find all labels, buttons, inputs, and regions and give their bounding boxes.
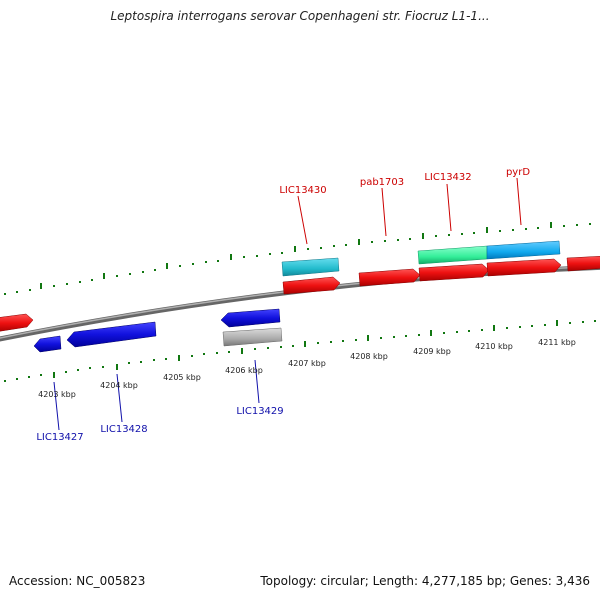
gene-label[interactable]: LIC13430 [279,185,326,196]
gene-arrow[interactable] [66,321,157,348]
gene-arrow[interactable] [358,268,421,287]
rna-feature[interactable] [417,245,488,265]
scale-label: 4210 kbp [475,342,513,351]
label-leaders [53,177,522,431]
genome-backbone-highlight [0,265,600,339]
outer-tick-ring [4,222,591,295]
scale-label: 4207 kbp [288,359,326,368]
accession-label: Accession: NC_005823 [9,574,146,588]
map-title: Leptospira interrogans serovar Copenhage… [110,9,490,23]
scale-label: 4205 kbp [163,373,201,382]
cds-feature[interactable] [486,240,561,260]
gene-arrow[interactable] [0,313,34,332]
gene-label[interactable]: LIC13427 [36,432,83,443]
gene-label[interactable]: pab1703 [360,177,404,188]
inner-tick-ring [4,320,596,382]
gene-arrow[interactable] [33,335,62,353]
forward-genes [0,256,600,332]
gene-label[interactable]: LIC13432 [424,172,471,183]
scale-label: 4211 kbp [538,338,576,347]
gene-arrow[interactable] [566,256,600,272]
scale-label: 4208 kbp [350,352,388,361]
scale-label: 4203 kbp [38,390,76,399]
gene-label[interactable]: pyrD [506,167,530,178]
gene-arrow[interactable] [486,258,562,277]
gene-label[interactable]: LIC13429 [236,406,283,417]
cds-feature[interactable] [281,257,340,277]
scale-label: 4204 kbp [100,381,138,390]
feature-blocks [222,240,561,347]
scale-label: 4206 kbp [225,366,263,375]
gene-arrow[interactable] [418,263,490,282]
genome-summary: Topology: circular; Length: 4,277,185 bp… [260,574,590,588]
pseudo-feature[interactable] [222,327,283,347]
gene-label[interactable]: LIC13428 [100,424,147,435]
reverse-genes [33,308,281,353]
scale-label: 4209 kbp [413,347,451,356]
gene-arrow[interactable] [220,308,281,328]
gene-arrow[interactable] [282,276,341,295]
